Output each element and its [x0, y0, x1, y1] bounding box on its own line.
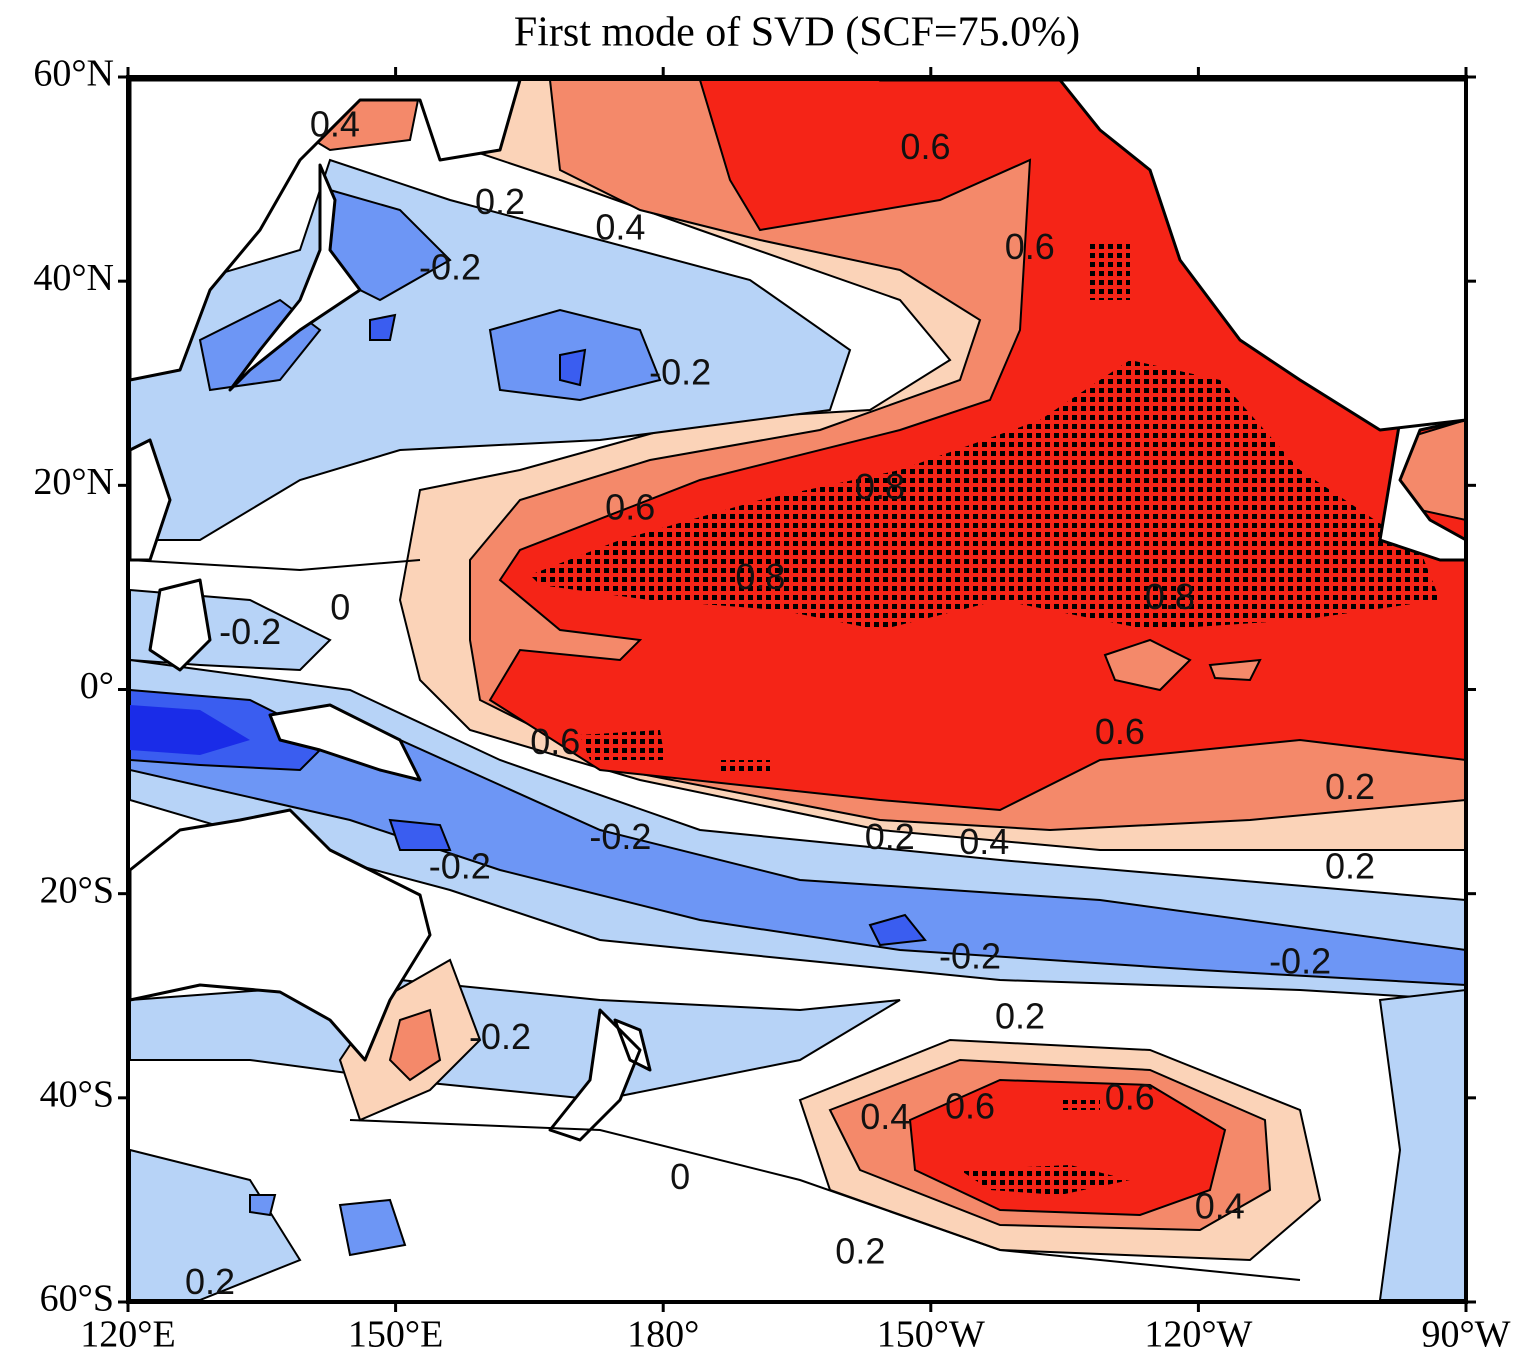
contour-label: -0.2: [429, 846, 491, 887]
contour-label: 0.6: [945, 1086, 995, 1127]
contour-label: 0.6: [1005, 226, 1055, 267]
contour-label: 0.6: [1105, 1076, 1155, 1117]
contour-label: 0.8: [1145, 576, 1195, 617]
contour-fill: [129, 688, 1466, 987]
contour-label: 0.6: [1095, 711, 1145, 752]
chart-title: First mode of SVD (SCF=75.0%): [514, 10, 1080, 56]
contour-label: -0.2: [939, 936, 1001, 977]
land: [228, 163, 362, 392]
contour-label: -0.2: [1269, 941, 1331, 982]
contour-label: 0.2: [1325, 846, 1375, 887]
contour-fill: [129, 158, 852, 541]
significance-stipple: [530, 240, 1440, 1195]
x-tick-label: 90°W: [1421, 1314, 1510, 1356]
x-tick-label: 120°W: [1144, 1314, 1252, 1356]
land: [128, 78, 522, 382]
contour-label: 0.2: [1325, 766, 1375, 807]
contour-label: -0.2: [219, 611, 281, 652]
y-tick-label: 60°N: [33, 53, 114, 95]
contour-label: 0.6: [900, 126, 950, 167]
contour-label: 0.2: [835, 1231, 885, 1272]
y-tick-label: 20°S: [40, 869, 114, 911]
contour-label: -0.2: [649, 352, 711, 393]
land: [128, 808, 432, 1062]
contour-label: 0.2: [865, 816, 915, 857]
contour-label: 0.2: [185, 1261, 235, 1302]
contour-fill: [369, 313, 587, 387]
contour-label: -0.2: [419, 246, 481, 287]
contour-label: 0.4: [860, 1096, 910, 1137]
contour-label: 0.2: [475, 181, 525, 222]
contour-label: -0.2: [589, 816, 651, 857]
x-tick-label: 180°: [627, 1314, 699, 1356]
y-tick-label: 0°: [80, 665, 114, 707]
contour-label: 0.4: [595, 207, 645, 248]
contour-fill: [249, 1194, 407, 1257]
x-tick-label: 150°E: [348, 1314, 443, 1356]
contour-label: 0.6: [605, 486, 655, 527]
contour-label: 0: [330, 586, 350, 627]
contour-label: 0: [670, 1156, 690, 1197]
contour-label: 0.2: [995, 996, 1045, 1037]
contour-label: 0.4: [1195, 1186, 1245, 1227]
land: [1058, 78, 1466, 432]
y-tick-label: 20°N: [33, 461, 114, 503]
land: [268, 703, 422, 782]
x-tick-label: 120°E: [80, 1314, 175, 1356]
contour-fill: [130, 705, 250, 755]
contour-label: -0.2: [469, 1016, 531, 1057]
y-tick-label: 40°N: [33, 257, 114, 299]
contour-label: 0.8: [735, 556, 785, 597]
y-tick-label: 60°S: [40, 1278, 114, 1320]
y-tick-label: 40°S: [40, 1074, 114, 1116]
map-field: [128, 77, 1466, 1302]
contour-line: [129, 559, 1301, 1281]
contour-label: 0.4: [310, 104, 360, 145]
land: [548, 1008, 652, 1142]
contour-label: 0.6: [530, 721, 580, 762]
contour-label: 0.8: [855, 466, 905, 507]
contour-label: 0.4: [959, 821, 1009, 862]
x-tick-label: 150°W: [877, 1314, 985, 1356]
